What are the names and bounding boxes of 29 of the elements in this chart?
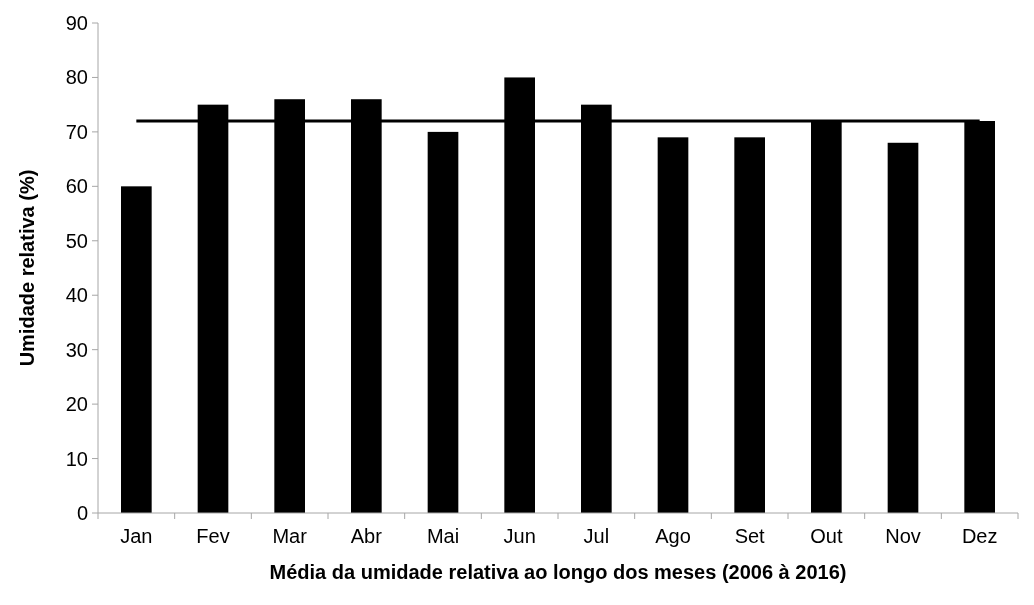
x-tick-label: Nov [885,525,921,547]
x-tick-label: Abr [350,525,383,547]
x-tick-label: Jul [583,525,610,547]
x-tick-label: Mai [426,525,460,547]
bar [121,186,152,513]
y-tick-label: 70 [65,120,88,143]
y-tick-label: 80 [65,66,88,89]
y-axis-title: Umidade relativa (%) [16,169,38,367]
y-tick-label: 40 [65,284,88,307]
y-tick-label: 30 [65,338,88,361]
x-axis-title: Média da umidade relativa ao longo dos meses (2006 à 2016) [269,561,847,583]
x-tick-label: Dez [961,525,998,547]
x-tick-label: Jan [120,525,153,547]
x-tick-label: Set [734,525,766,547]
x-tick-label: Out [810,525,843,547]
y-tick-label: 60 [65,175,88,198]
y-tick-label: 50 [65,229,88,252]
bar [887,142,919,513]
x-tick-label: Ago [655,525,691,547]
x-tick-label: Fev [196,525,230,547]
y-tick-label: 20 [65,393,88,416]
bar [734,137,765,513]
x-tick-label: Jun [503,525,536,547]
bar [657,137,689,513]
y-tick-label: 90 [65,12,88,34]
x-tick-label: Mar [272,525,308,547]
bar [427,131,459,513]
y-tick-label: 10 [65,447,88,470]
y-tick-label: 0 [76,502,88,524]
